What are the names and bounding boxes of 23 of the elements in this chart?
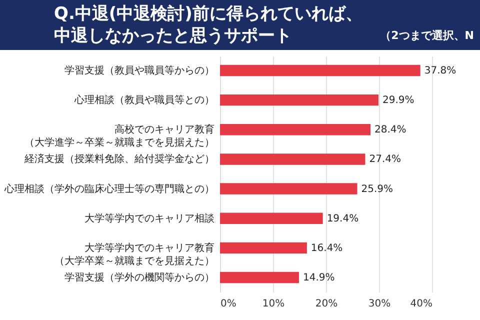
- y-tick-label: 大学等学内でのキャリア相談: [84, 212, 214, 224]
- y-tick-label: 学習支援（教員や職員等からの）: [64, 64, 214, 76]
- y-tick-label: 経済支援（授業料免除、給付奨学金など）: [24, 153, 214, 166]
- chart-title: Q.中退(中退検討)前に得られていれば、中退しなかったと思うサポート: [54, 3, 364, 47]
- y-tick-label: 高校でのキャリア教育（大学進学～卒業～就職までを見据えた）: [24, 124, 214, 149]
- x-tick-label: 30%: [368, 298, 391, 310]
- y-tick-label: 心理相談（教員や職員等との）: [74, 94, 214, 106]
- data-label: 37.8%: [424, 65, 456, 76]
- chart-subtitle: （2つまで選択、N: [380, 28, 474, 43]
- x-tick-label: 20%: [315, 298, 338, 310]
- data-label: 19.4%: [326, 213, 359, 224]
- y-tick-label: 大学等学内でのキャリア教育（大学卒業～就職までを見据えた）: [54, 242, 214, 267]
- data-label: 28.4%: [374, 124, 406, 136]
- data-label: 16.4%: [310, 242, 343, 254]
- y-tick-label: 学習支援（学外の機関等からの）: [64, 272, 214, 284]
- x-tick-label: 0%: [220, 298, 236, 310]
- data-label: 27.4%: [369, 154, 401, 166]
- data-label: 29.9%: [382, 95, 414, 106]
- x-tick-label: 10%: [262, 298, 285, 310]
- data-label: 25.9%: [361, 184, 394, 195]
- x-tick-label: 40%: [410, 298, 432, 310]
- data-label: 14.9%: [302, 272, 335, 284]
- y-tick-label: 心理相談（学外の臨床心理士等の専門職との）: [4, 182, 214, 195]
